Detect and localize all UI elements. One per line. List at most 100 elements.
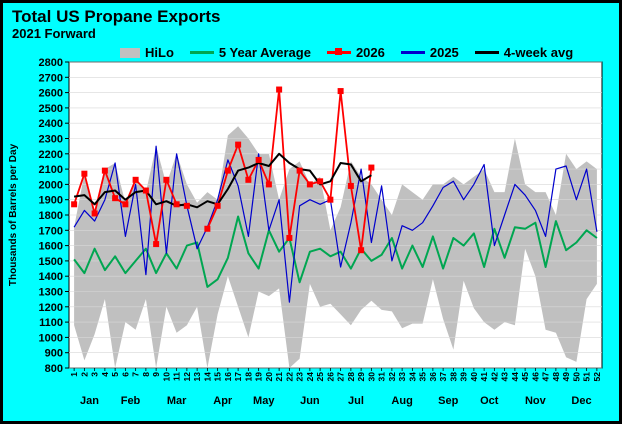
x-tick-label: 3 xyxy=(90,372,100,377)
data-point-2026 xyxy=(306,181,313,188)
x-tick-label: 21 xyxy=(274,372,284,382)
x-tick-label: 50 xyxy=(571,372,581,382)
y-tick-label: 1700 xyxy=(39,225,63,237)
data-point-2026 xyxy=(255,156,262,163)
data-point-2026 xyxy=(142,187,149,194)
month-label: Sep xyxy=(438,395,458,407)
x-tick-label: 44 xyxy=(510,372,520,382)
chart-title: Total US Propane Exports xyxy=(12,7,221,26)
x-tick-label: 10 xyxy=(161,372,171,382)
x-tick-label: 31 xyxy=(377,372,387,382)
x-tick-label: 51 xyxy=(582,372,592,382)
y-tick-label: 1000 xyxy=(39,332,63,344)
data-point-2026 xyxy=(214,202,221,209)
month-label: Nov xyxy=(525,395,547,407)
x-tick-label: 16 xyxy=(223,372,233,382)
x-tick-label: 11 xyxy=(172,372,182,381)
y-tick-label: 2300 xyxy=(39,134,63,146)
x-tick-label: 49 xyxy=(561,372,571,382)
y-tick-label: 2200 xyxy=(39,149,63,161)
x-tick-label: 22 xyxy=(284,372,294,382)
chart-subtitle: 2021 Forward xyxy=(12,26,96,41)
legend-swatch-2025 xyxy=(400,51,425,54)
x-tick-label: 45 xyxy=(520,372,530,382)
x-tick-label: 30 xyxy=(366,372,376,382)
legend-item-five-year-avg: 5 Year Average xyxy=(189,45,311,60)
data-point-2026 xyxy=(163,176,170,183)
x-tick-label: 36 xyxy=(428,372,438,382)
x-tick-label: 48 xyxy=(551,372,561,382)
legend-label-five-year-avg: 5 Year Average xyxy=(218,45,311,60)
x-tick-label: 8 xyxy=(141,372,151,377)
x-tick-label: 26 xyxy=(325,372,335,382)
legend-label-2025: 2025 xyxy=(429,45,459,60)
data-point-2026 xyxy=(368,164,375,171)
legend-label-hilo: HiLo xyxy=(145,45,174,60)
x-tick-label: 19 xyxy=(254,372,264,382)
x-tick-label: 37 xyxy=(438,372,448,382)
legend-item-2026: 2026 xyxy=(326,45,385,60)
data-point-2026 xyxy=(358,247,365,254)
data-point-2026 xyxy=(286,234,293,241)
month-label: Aug xyxy=(391,395,412,407)
data-point-2026 xyxy=(327,196,334,203)
data-point-2026 xyxy=(112,195,119,202)
x-tick-label: 12 xyxy=(182,372,192,382)
data-point-2026 xyxy=(183,202,190,209)
y-tick-label: 900 xyxy=(45,348,63,360)
legend-swatch-2026 xyxy=(326,48,351,55)
x-tick-label: 25 xyxy=(315,372,325,382)
legend-swatch-five-year-avg xyxy=(189,51,214,54)
data-point-2026 xyxy=(132,176,139,183)
x-tick-label: 52 xyxy=(592,372,602,382)
data-point-2026 xyxy=(122,201,129,208)
x-tick-label: 28 xyxy=(346,372,356,382)
legend-swatch-hilo xyxy=(120,47,140,58)
y-tick-label: 2600 xyxy=(39,88,63,100)
x-tick-label: 29 xyxy=(356,372,366,382)
series-line-2025 xyxy=(73,145,598,303)
month-label: Jul xyxy=(348,395,364,407)
data-point-2026 xyxy=(71,201,78,208)
y-tick-label: 1300 xyxy=(39,287,63,299)
data-point-2026 xyxy=(204,225,211,232)
y-tick-label: 1200 xyxy=(39,302,63,314)
legend-item-hilo: HiLo xyxy=(120,45,174,60)
hilo-band xyxy=(74,126,597,368)
y-tick-label: 2700 xyxy=(39,72,63,84)
x-tick-label: 46 xyxy=(530,372,540,382)
data-point-2026 xyxy=(224,167,231,174)
month-label: Jun xyxy=(300,395,320,407)
series-line-five-year-avg xyxy=(73,215,598,288)
month-label: May xyxy=(253,395,275,407)
x-tick-label: 15 xyxy=(213,372,223,382)
x-tick-label: 7 xyxy=(131,372,141,377)
y-tick-label: 1600 xyxy=(39,241,63,253)
x-tick-label: 34 xyxy=(407,372,417,382)
y-tick-label: 1500 xyxy=(39,256,63,268)
x-tick-label: 1 xyxy=(69,372,79,377)
data-point-2026 xyxy=(317,178,324,185)
x-tick-label: 43 xyxy=(500,372,510,382)
x-tick-label: 42 xyxy=(489,372,499,382)
month-label: Apr xyxy=(213,395,233,407)
data-point-2026 xyxy=(265,181,272,188)
month-label: Mar xyxy=(167,395,187,407)
data-point-2026 xyxy=(91,210,98,217)
data-point-2026 xyxy=(245,176,252,183)
y-tick-label: 1100 xyxy=(39,317,63,329)
legend-item-four-week: 4-week avg xyxy=(474,45,574,60)
x-tick-label: 5 xyxy=(110,372,120,377)
x-tick-label: 20 xyxy=(264,372,274,382)
data-point-2026 xyxy=(81,170,88,177)
data-point-2026 xyxy=(347,182,354,189)
legend-label-four-week: 4-week avg xyxy=(503,45,574,60)
y-tick-label: 1900 xyxy=(39,195,63,207)
y-tick-label: 2400 xyxy=(39,118,63,130)
x-tick-label: 27 xyxy=(336,372,346,382)
y-tick-label: 2500 xyxy=(39,103,63,115)
x-tick-label: 9 xyxy=(151,372,161,377)
data-point-2026 xyxy=(101,167,108,174)
y-tick-label: 2800 xyxy=(39,57,63,69)
